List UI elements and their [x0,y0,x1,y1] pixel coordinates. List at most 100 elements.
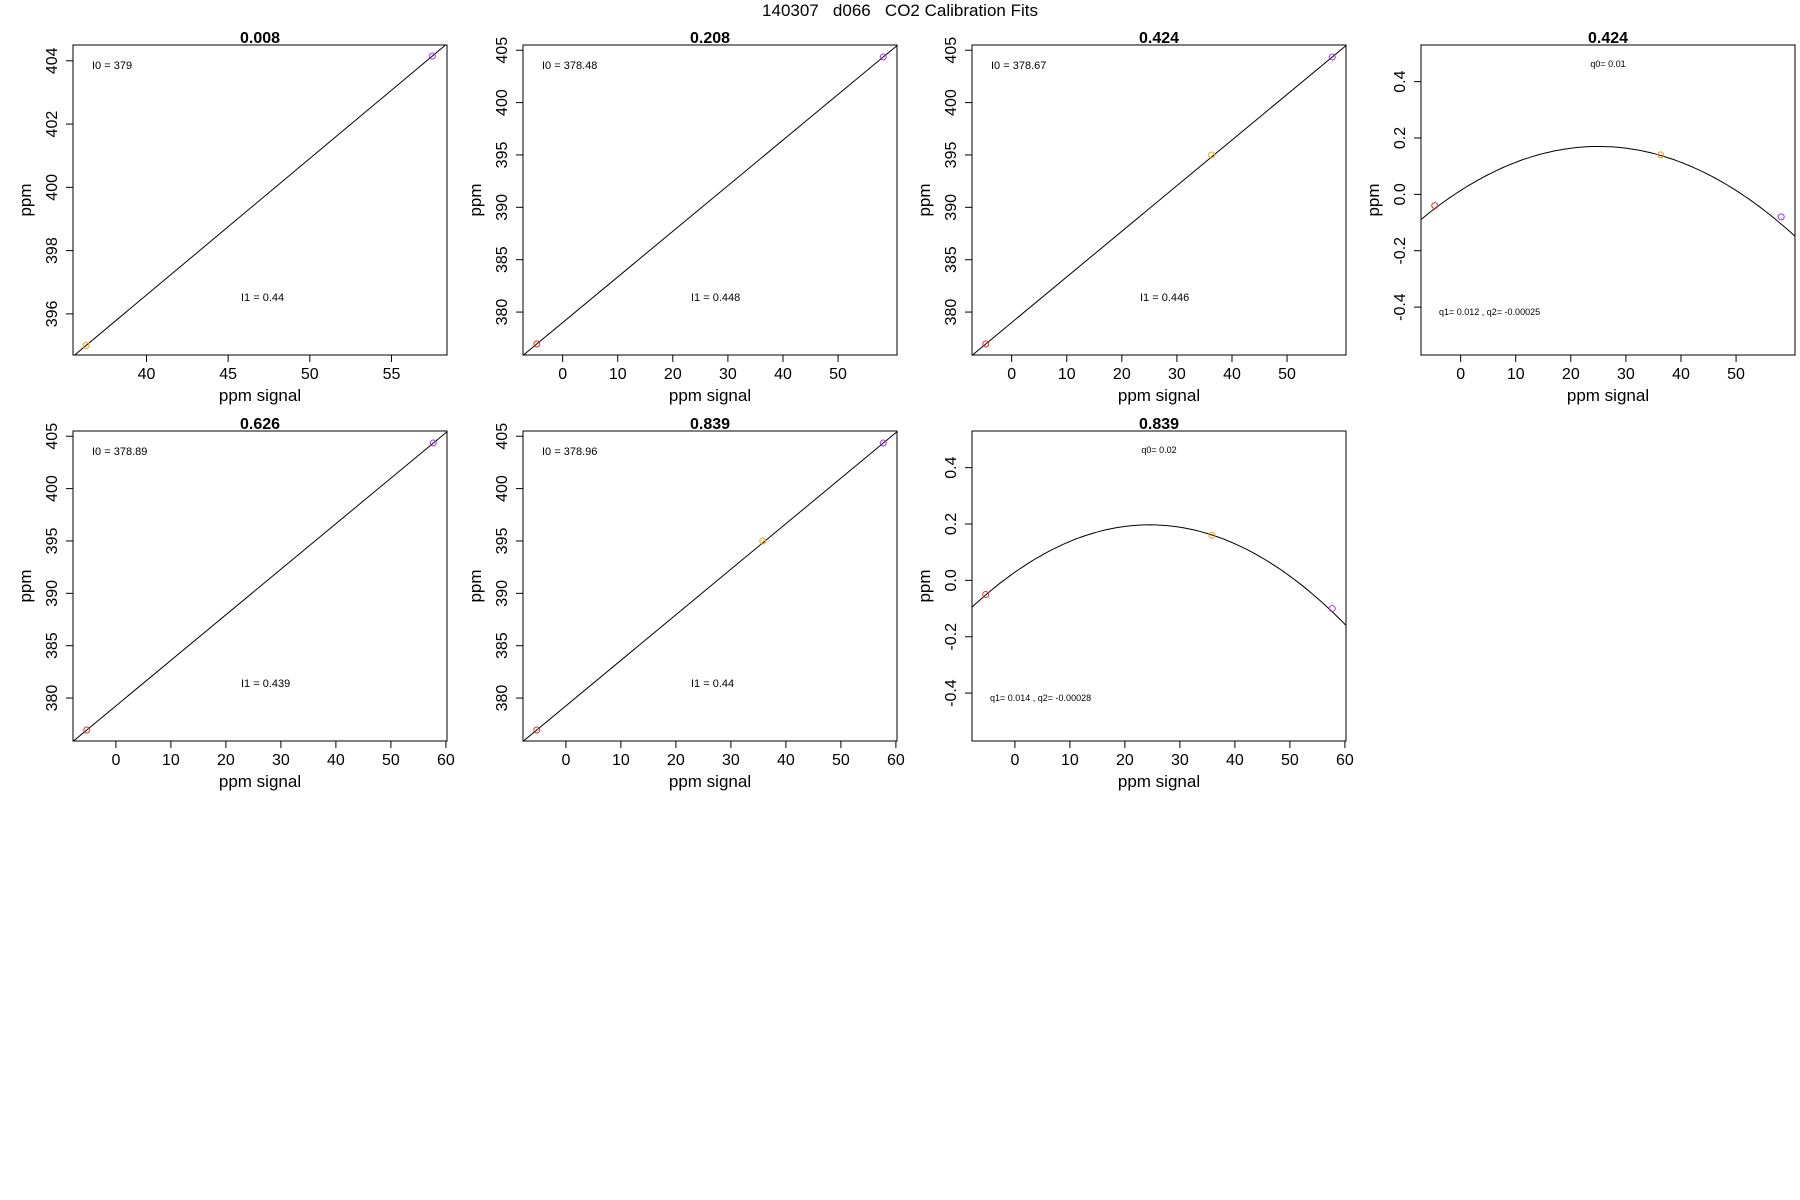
y-tick-label: 405 [494,423,511,450]
x-tick-label: 50 [301,366,319,383]
x-tick-label: 30 [1168,366,1186,383]
y-tick-label: 390 [44,580,61,607]
x-tick-label: 20 [1116,752,1134,769]
y-tick-label: 400 [44,174,61,201]
intercept-annotation: I0 = 379 [92,60,132,72]
x-tick-label: 20 [1113,366,1131,383]
chart-title: 0.839 [1139,416,1179,433]
y-tick-label: 395 [44,528,61,555]
fit-line [972,45,1346,355]
y-axis-label: ppm [16,569,35,602]
data-point [982,340,990,348]
fit-line [73,431,447,741]
chart-title: 0.424 [1139,30,1179,47]
y-tick-label: 405 [44,423,61,450]
data-point [1328,53,1336,61]
x-tick-label: 10 [1507,366,1525,383]
y-tick-label: 385 [44,632,61,659]
y-tick-label: 380 [44,685,61,712]
y-tick-label: 0.2 [943,513,960,535]
x-tick-label: 60 [887,752,905,769]
y-tick-label: 400 [494,475,511,502]
data-point [879,439,887,447]
y-axis-label: ppm [915,569,934,602]
x-tick-label: 0 [1010,752,1019,769]
data-point [83,726,91,734]
x-tick-label: 40 [774,366,792,383]
chart-title: 0.626 [240,416,280,433]
x-tick-label: 30 [272,752,290,769]
intercept-annotation: I0 = 378.89 [92,446,147,458]
x-tick-label: 10 [612,752,630,769]
x-tick-label: 20 [217,752,235,769]
data-point [1777,213,1785,221]
data-point [82,342,90,350]
y-tick-label: 380 [494,299,511,326]
y-tick-label: 395 [494,528,511,555]
x-axis-label: ppm signal [1118,772,1200,791]
fit-line [523,45,897,355]
x-tick-label: 0 [558,366,567,383]
chart-panel-3: 0.424 0 10 20 30 40 50 ppm signal 380 385 390 395 40… [915,30,1347,405]
x-tick-label: 40 [138,366,156,383]
y-axis-label: ppm [466,183,485,216]
y-tick-label: 395 [943,142,960,169]
x-tick-label: 50 [829,366,847,383]
slope-annotation: I1 = 0.439 [241,678,290,690]
x-tick-label: 30 [1171,752,1189,769]
chart-panel-5: 0.626 0 10 20 30 40 50 60 ppm signal 380 385 390 395… [16,416,455,791]
fit-line [972,524,1346,626]
x-tick-label: 40 [1672,366,1690,383]
y-tick-label: 400 [494,89,511,116]
x-tick-label: 10 [1061,752,1079,769]
slope-annotation: I1 = 0.44 [691,678,734,690]
x-tick-label: 50 [1278,366,1296,383]
x-tick-label: 30 [722,752,740,769]
chart-panel-6: 0.839 0 10 20 30 40 50 60 ppm signal 380 385 390 395… [466,416,905,791]
fit-line [73,45,447,355]
chart-panel-7: 0.839 0 10 20 30 40 50 60 ppm signal -0.4 -0.2 0.0 0… [915,416,1354,791]
y-tick-label: 390 [494,580,511,607]
q0-annotation: q0= 0.02 [1141,445,1176,455]
y-tick-label: 395 [494,142,511,169]
y-tick-label: 0.0 [943,569,960,591]
y-tick-label: 398 [44,237,61,264]
x-axis-label: ppm signal [669,772,751,791]
x-tick-label: 40 [1223,366,1241,383]
y-tick-label: 405 [494,37,511,64]
y-tick-label: 400 [44,475,61,502]
slope-annotation: I1 = 0.446 [1140,292,1189,304]
x-tick-label: 40 [327,752,345,769]
intercept-annotation: I0 = 378.96 [542,446,597,458]
y-tick-label: 390 [494,194,511,221]
chart-title: 0.839 [690,416,730,433]
x-tick-label: 50 [1281,752,1299,769]
y-tick-label: 396 [44,300,61,327]
y-tick-label: 385 [494,632,511,659]
y-tick-label: 402 [44,111,61,138]
q1-q2-annotation: q1= 0.014 , q2= -0.00028 [990,693,1091,703]
x-tick-label: 0 [111,752,120,769]
y-tick-label: 404 [44,47,61,74]
y-tick-label: 385 [494,246,511,273]
y-axis-label: ppm [16,183,35,216]
figure-title: 140307 d066 CO2 Calibration Fits [762,1,1038,20]
x-tick-label: 30 [719,366,737,383]
chart-title: 0.008 [240,30,280,47]
x-tick-label: 20 [664,366,682,383]
x-axis-label: ppm signal [219,386,301,405]
x-tick-label: 45 [219,366,237,383]
fit-line [1421,146,1795,237]
x-tick-label: 40 [1226,752,1244,769]
y-tick-label: -0.4 [1392,293,1409,321]
x-tick-label: 10 [1058,366,1076,383]
slope-annotation: I1 = 0.448 [691,292,740,304]
data-point [1328,605,1336,613]
chart-title: 0.424 [1588,30,1628,47]
y-tick-label: 0.0 [1392,183,1409,205]
chart-panel-4: 0.424 0 10 20 30 40 50 ppm signal -0.4 -0.2 0.0 0.2… [1364,30,1796,405]
x-tick-label: 60 [1336,752,1354,769]
y-tick-label: 380 [494,685,511,712]
slope-annotation: I1 = 0.44 [241,292,284,304]
x-axis-label: ppm signal [219,772,301,791]
